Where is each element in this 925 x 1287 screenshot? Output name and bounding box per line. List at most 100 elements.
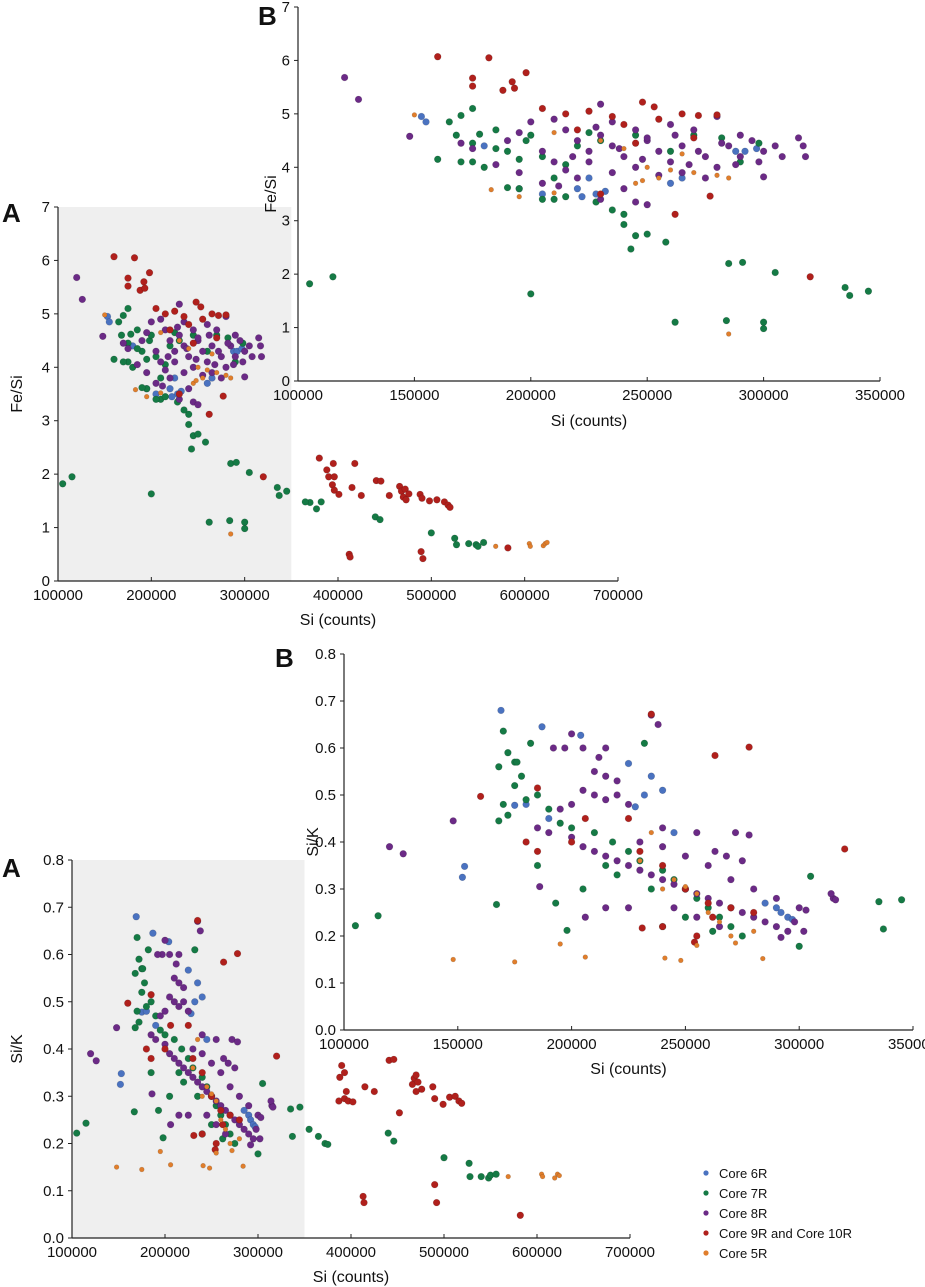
data-point [218,1117,224,1123]
data-point [624,814,633,823]
data-point [678,142,686,150]
data-point [152,304,160,313]
data-point [203,358,212,366]
data-point [681,913,690,921]
data-point [217,374,226,382]
data-point [596,190,605,198]
data-point [184,1021,193,1030]
data-point [666,120,675,129]
data-point [795,904,803,912]
data-point [193,916,202,925]
data-point [110,253,118,261]
y-tick-label: 0.3 [43,1088,64,1105]
data-point [631,232,640,240]
data-point [219,1054,228,1063]
data-point [402,496,410,504]
data-point [879,925,888,933]
data-point [644,164,650,171]
data-point [147,1031,155,1039]
data-point [624,847,633,856]
data-point [208,1091,215,1097]
data-point [148,1090,156,1098]
data-point [727,922,735,931]
data-point [631,163,640,172]
data-point [659,886,666,892]
data-point [678,110,686,118]
data-point [713,111,721,119]
data-point [513,758,521,766]
data-point [567,824,576,832]
series-core-5r [450,829,766,965]
series-core-7r [72,933,500,1182]
data-point [204,1084,210,1090]
data-point [305,1125,313,1134]
data-point [231,331,240,339]
data-point [685,160,693,169]
series-core-5r [113,1036,562,1181]
data-point [708,927,717,935]
data-point [601,904,610,912]
data-point [515,155,523,164]
data-point [561,110,570,118]
data-point [195,364,201,370]
data-point [678,957,684,964]
data-point [643,201,651,209]
data-point [139,1166,145,1173]
data-point [666,158,675,166]
data-point [655,147,663,156]
data-point [226,1083,234,1091]
data-point [551,899,560,907]
data-point [166,336,174,345]
data-point [340,1068,349,1077]
data-point [165,1092,174,1101]
y-tick-label: 0.7 [43,899,64,916]
y-axis-title: Fe/Si [9,375,26,412]
data-point [273,483,281,492]
data-point [545,828,553,837]
data-point [517,772,526,780]
data-point [690,126,698,134]
data-point [329,273,337,281]
data-point [465,1159,473,1168]
y-tick-label: 2 [42,466,50,483]
y-axis-title: Si/K [305,827,322,857]
data-point [794,134,803,142]
x-tick-label: 350000 [855,387,905,404]
data-point [252,1125,260,1134]
data-point [499,727,507,735]
data-point [573,185,582,193]
data-point [217,1106,225,1115]
data-point [269,1103,277,1111]
data-point [778,152,786,161]
panel-label: A [2,198,21,228]
data-point [772,904,781,912]
data-point [504,748,512,757]
x-tick-label: 300000 [220,587,270,604]
data-point [240,1106,248,1115]
y-tick-label: 0.5 [315,787,336,804]
data-point [658,875,667,884]
data-point [671,318,679,326]
data-point [597,137,604,144]
data-point [636,847,644,856]
series-core-5r [411,112,732,337]
data-point [236,336,244,345]
data-point [671,876,677,883]
data-point [681,852,690,860]
data-point [330,473,338,481]
data-point [538,195,547,204]
data-point [86,1049,95,1058]
data-point [130,1108,139,1116]
data-point [714,172,720,179]
data-point [142,1045,151,1053]
series-core-8r [340,73,810,209]
data-point [516,1211,524,1220]
data-point [440,1153,448,1162]
x-tick-label: 150000 [433,1036,483,1053]
data-point [533,791,542,799]
data-point [351,921,360,930]
data-point [161,366,170,374]
data-point [640,791,649,799]
data-point [613,857,621,865]
data-point [374,912,382,920]
